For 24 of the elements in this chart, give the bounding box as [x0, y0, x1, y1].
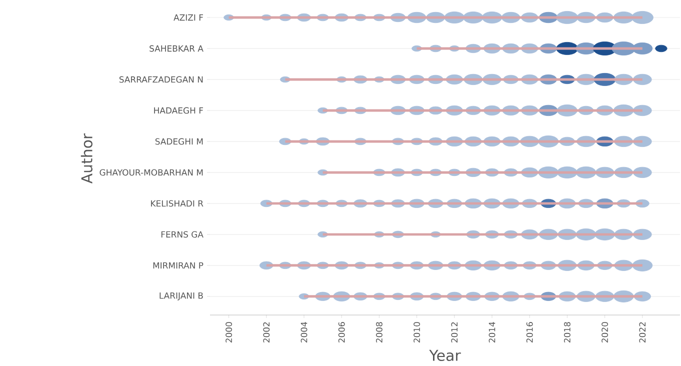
- x-tick-label: 2014: [488, 322, 496, 342]
- y-tick-label: MIRMIRAN P: [153, 262, 204, 269]
- y-tick-label: SARRAFZADEGAN N: [119, 76, 203, 83]
- y-tick-label: KELISHADI R: [151, 200, 204, 207]
- x-tick-label: 2016: [526, 322, 533, 342]
- x-tick-label: 2018: [564, 322, 570, 342]
- x-tick-label: 2012: [451, 322, 458, 342]
- x-tick-label: 2004: [300, 322, 308, 342]
- x-tick-label: 2020: [602, 322, 608, 342]
- y-tick-label: SAHEBKAR A: [150, 45, 204, 52]
- y-tick-label: FERNS GA: [161, 231, 204, 238]
- x-tick-label: 2006: [338, 322, 345, 342]
- x-tick-label: 2002: [263, 322, 270, 342]
- y-tick-label: LARIJANI B: [160, 292, 203, 300]
- y-axis-title: Author: [80, 133, 92, 184]
- x-tick-label: 2010: [414, 322, 420, 342]
- y-tick-label: HADAEGH F: [154, 107, 203, 114]
- y-tick-label: AZIZI F: [174, 14, 203, 21]
- x-tick-label: 2000: [226, 322, 232, 342]
- y-tick-label: SADEGHI M: [155, 138, 203, 145]
- x-tick-label: 2008: [376, 322, 382, 342]
- x-tick-label: 2022: [639, 322, 646, 342]
- x-axis-title: Year: [429, 350, 461, 362]
- y-tick-label: GHAYOUR-MOBARHAN M: [100, 169, 203, 176]
